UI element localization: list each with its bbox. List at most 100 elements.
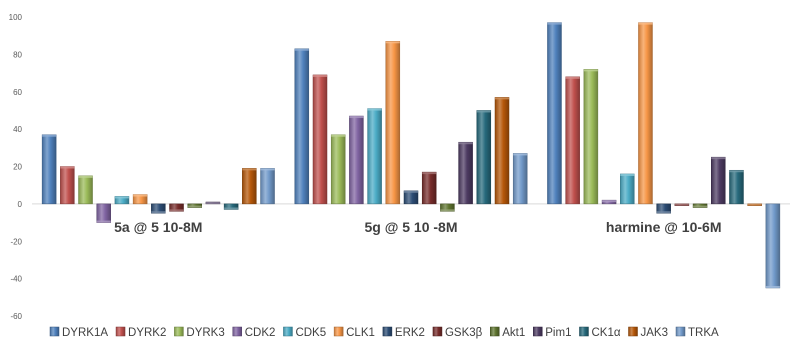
legend-swatch	[490, 326, 500, 337]
legend-label: Akt1	[502, 327, 525, 339]
bar-cap	[224, 207, 239, 210]
bar-cap	[385, 41, 400, 44]
bar-cap	[313, 74, 327, 77]
bars	[41, 22, 781, 289]
bar-cap	[674, 203, 689, 206]
bar-cdk5-3	[620, 173, 635, 205]
legend: DYRK1A DYRK2 DYRK3 CDK2 CDK5 CLK1 ERK2 GSK3β Akt…	[49, 326, 719, 339]
bar-cap	[367, 108, 382, 111]
bar-gsk3-2	[421, 171, 437, 205]
bar-dyrk3-2	[330, 134, 346, 205]
bar-pim1-2	[458, 141, 473, 205]
bar-cap	[565, 76, 580, 79]
legend-swatch	[628, 326, 638, 337]
bar-cap	[602, 200, 617, 203]
legend-label: TRKA	[688, 327, 719, 339]
legend-label: CLK1	[346, 327, 375, 339]
y-tick-label: 60	[13, 88, 22, 97]
bar-cap	[169, 209, 184, 212]
bar-cap	[133, 194, 148, 197]
bar-jak3-2	[494, 97, 510, 205]
y-tick-label: 100	[9, 13, 23, 22]
bar-cap	[205, 202, 220, 205]
bar-clk1-3	[638, 22, 653, 205]
legend-label: ERK2	[395, 327, 425, 339]
bar-cdk2-1	[96, 203, 111, 223]
legend-swatch	[115, 326, 126, 337]
legend-swatch	[675, 326, 686, 337]
y-tick-label: 20	[13, 163, 22, 172]
bar-cap	[711, 157, 726, 160]
legend-swatch	[382, 326, 393, 337]
bar-cap	[513, 153, 528, 156]
category-label: 5a @ 5 10-8M	[114, 219, 202, 235]
bar-cap	[260, 168, 275, 171]
legend-label: DYRK3	[186, 327, 224, 339]
bar-dyrk2-2	[312, 74, 328, 205]
bar-cdk5-2	[367, 108, 382, 205]
bar-cap	[729, 170, 744, 173]
bar-cap	[422, 172, 437, 175]
bar-cap	[187, 205, 202, 208]
category-label: harmine @ 10-6M	[606, 219, 722, 235]
bar-cap	[458, 142, 473, 145]
bar-dyrk3-1	[78, 175, 93, 205]
legend-swatch	[579, 326, 589, 337]
legend-label: CDK2	[245, 327, 276, 339]
y-tick-label: 40	[13, 125, 22, 134]
legend-label: GSK3β	[445, 327, 483, 339]
bar-cap	[583, 69, 598, 72]
bar-cap	[349, 116, 364, 119]
legend-label: JAK3	[641, 327, 669, 339]
bar-cap	[78, 175, 93, 178]
bar-akt1-2	[440, 203, 455, 212]
legend-swatch	[49, 326, 60, 337]
bar-cap	[440, 209, 455, 212]
bar-cap	[294, 48, 309, 51]
bar-cap	[114, 196, 129, 199]
y-axis: -60 -40 -20 0 20 40 60 80 100	[9, 13, 23, 321]
bar-dyrk2-1	[60, 166, 75, 205]
y-tick-label: -20	[10, 237, 22, 246]
bar-cap	[242, 168, 257, 171]
bar-gsk3-1	[169, 203, 184, 212]
legend-label: Pim1	[545, 327, 571, 339]
y-tick-label: -40	[10, 275, 22, 284]
bar-cap	[151, 211, 166, 214]
legend-label: DYRK1A	[62, 327, 108, 339]
legend-swatch	[432, 326, 443, 337]
y-tick-label: 80	[13, 50, 22, 59]
bar-ck1-1	[223, 203, 239, 210]
bar-cap	[747, 203, 762, 206]
bar-trka-2	[512, 153, 528, 205]
bar-jak3-1	[242, 168, 257, 205]
bar-cap	[476, 110, 491, 113]
bar-dyrk2-3	[565, 76, 580, 205]
legend-swatch	[333, 326, 344, 337]
bar-cap	[495, 97, 509, 100]
bar-cap	[60, 166, 75, 169]
bar-cap	[620, 173, 635, 176]
bar-cap	[656, 211, 671, 214]
bar-dyrk1a-2	[294, 48, 310, 205]
bar-cap	[547, 22, 562, 25]
bar-trka-1	[260, 168, 275, 205]
y-tick-label: -60	[10, 312, 22, 321]
bar-clk1-2	[385, 41, 401, 205]
legend-swatch	[232, 326, 242, 337]
legend-swatch	[283, 326, 293, 337]
bar-cdk2-2	[349, 115, 364, 205]
legend-swatch	[174, 326, 184, 337]
bar-cap	[96, 220, 111, 223]
bar-dyrk3-3	[583, 69, 599, 205]
bar-dyrk1a-1	[41, 134, 57, 205]
legend-label: CDK5	[295, 327, 326, 339]
legend-swatch	[533, 326, 543, 337]
bar-trka-3	[765, 203, 781, 289]
bar-cap	[693, 205, 708, 208]
legend-label: CK1α	[591, 327, 620, 339]
bar-pim1-3	[711, 156, 726, 205]
bar-ck1-3	[729, 169, 744, 205]
